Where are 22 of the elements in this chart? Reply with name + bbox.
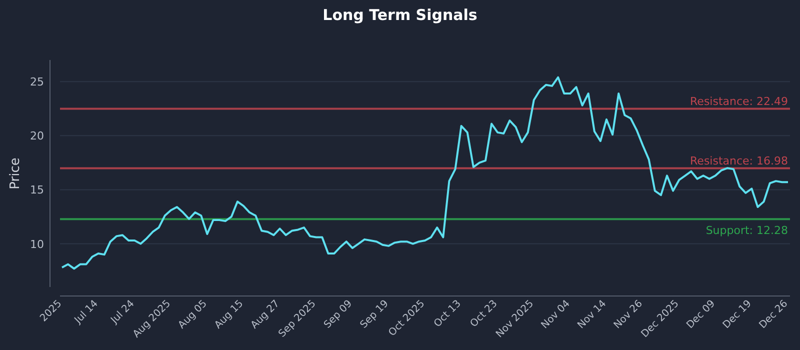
y-axis-title: Price <box>8 158 23 190</box>
x-tick-label: Oct 13 <box>432 298 464 330</box>
line-series <box>61 76 789 270</box>
y-tick-label: 20 <box>30 130 44 143</box>
x-tick-label: Aug 05 <box>176 298 210 332</box>
x-tick-label: Jul 14 <box>72 298 100 327</box>
x-tick-label: Jul 24 <box>108 298 137 327</box>
x-tick-label: Nov 14 <box>576 298 609 332</box>
ref-line-label: Support: 12.28 <box>706 224 788 238</box>
x-tick-label: Sep 09 <box>322 298 355 331</box>
x-tick-label: Oct 23 <box>468 298 500 330</box>
x-tick-label: Dec 19 <box>721 298 754 332</box>
ref-line-label: Resistance: 22.49 <box>690 94 788 108</box>
y-tick-label: 15 <box>30 184 44 197</box>
chart-title: Long Term Signals <box>322 6 478 24</box>
y-tick-label: 25 <box>30 76 44 89</box>
x-tick-label: Dec 09 <box>684 298 718 332</box>
x-tick-label: Dec 26 <box>757 298 790 332</box>
x-tick-label: Nov 04 <box>539 298 572 332</box>
x-tick-label: Aug 15 <box>212 298 246 332</box>
ref-line-label: Resistance: 16.98 <box>690 154 788 168</box>
y-tick-label: 10 <box>30 238 44 251</box>
